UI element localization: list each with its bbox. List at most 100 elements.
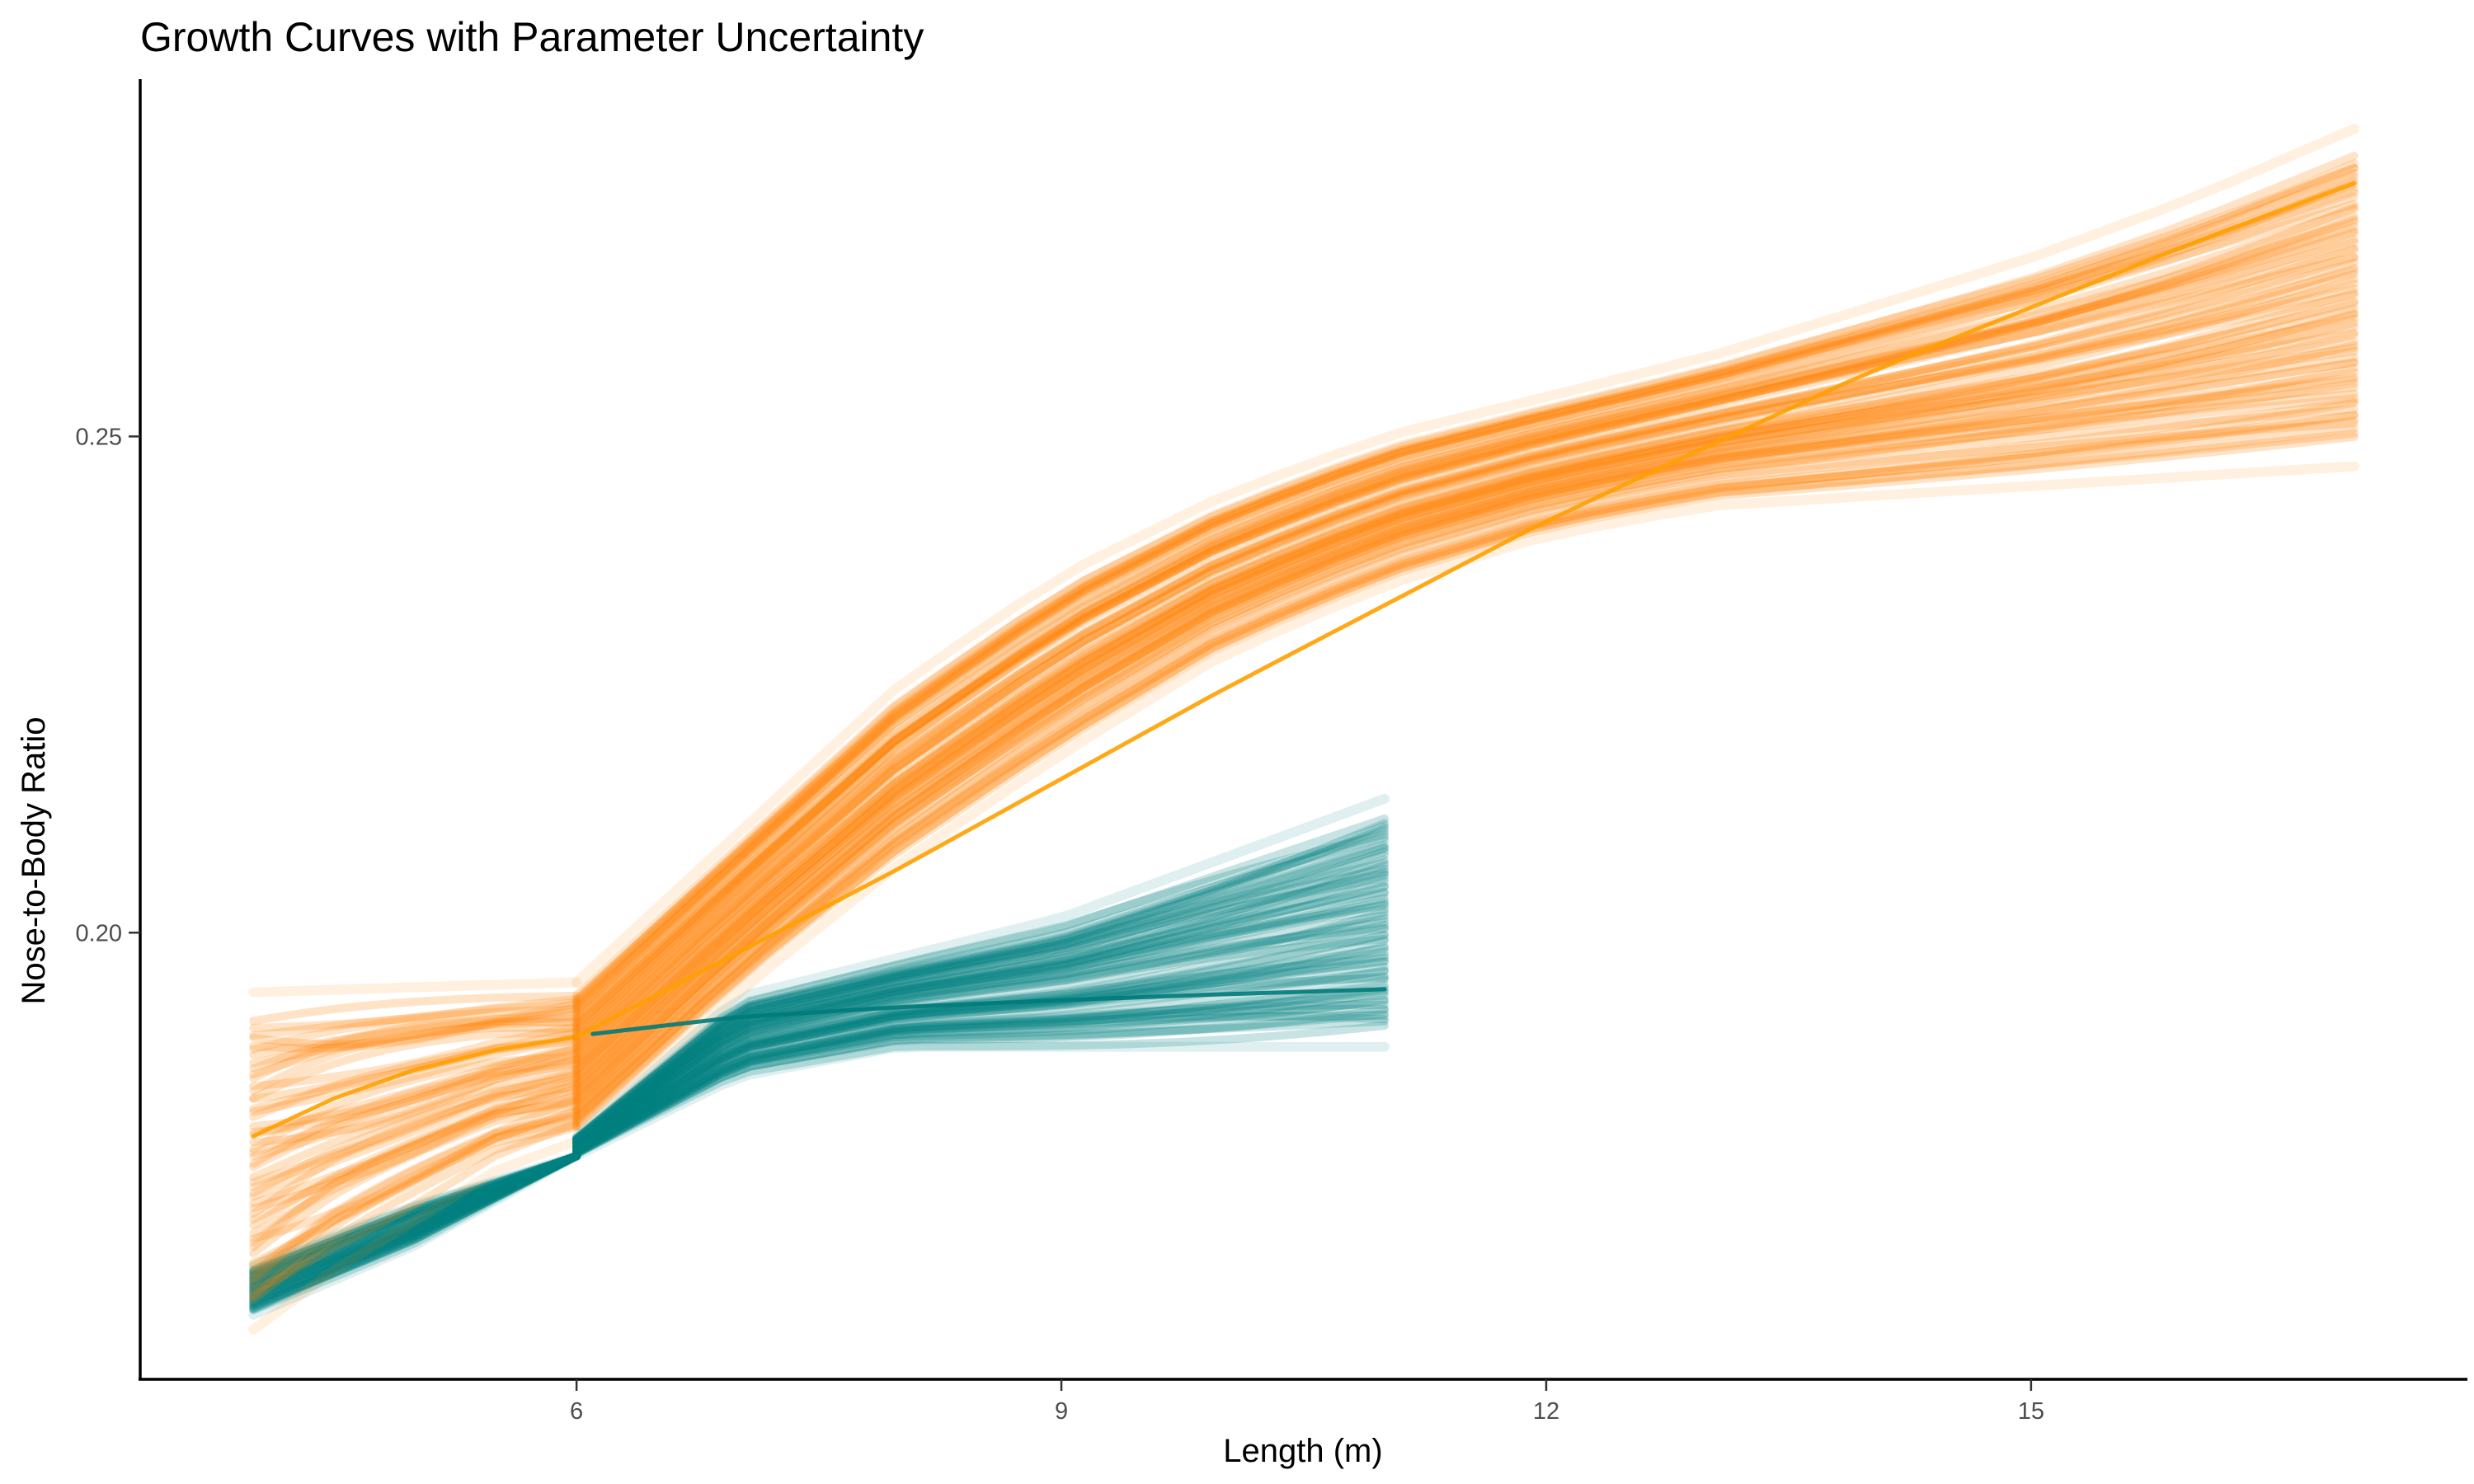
orange-late-curve-draw (572, 353, 2359, 1094)
y-axis-ticks: 0.20 0.25 (76, 424, 140, 946)
orange-late-curve-draw (572, 336, 2359, 1087)
teal-late-curve-draw (572, 991, 1389, 1157)
teal-early-curve-draw (249, 1152, 581, 1313)
teal-early-curve-draw (249, 1152, 581, 1282)
teal-early-curve-draw (249, 1152, 581, 1290)
x-tick-label: 12 (1533, 1398, 1559, 1425)
teal-late-curve-draw (572, 904, 1389, 1149)
teal-late-curve-draw (572, 877, 1389, 1148)
teal-late-curve-draw (572, 913, 1389, 1150)
teal-late-curve-draw (572, 997, 1389, 1157)
orange-late-curve-draw (572, 299, 2359, 1069)
orange-early-curve-draw (249, 1060, 581, 1172)
orange-late-curve-draw (572, 373, 2359, 1104)
orange-late-curve-draw (572, 204, 2359, 1025)
teal-late-curve-draw (572, 1021, 1389, 1159)
teal-late-curve-draw (572, 956, 1389, 1153)
orange-late-curve-draw (572, 358, 2359, 1097)
teal-early-curve-draw (249, 1152, 581, 1289)
teal-early-curve-draw (249, 1152, 581, 1298)
orange-late-curve-draw (572, 279, 2359, 1059)
orange-late-curve-draw (572, 222, 2359, 1033)
orange-late-curve-draw (572, 297, 2359, 1068)
teal-late-curve-draw (572, 881, 1389, 1148)
teal-late-curve-draw (572, 833, 1389, 1144)
teal-early-curve-draw (249, 1152, 581, 1309)
chart-title: Growth Curves with Parameter Uncertainty (140, 14, 924, 60)
orange-early-band-lower (248, 1136, 582, 1335)
orange-late-curve-draw (572, 275, 2359, 1058)
orange-late-curve-draw (572, 308, 2359, 1073)
orange-early-curve-draw (249, 1051, 581, 1153)
orange-late-band-lower (571, 461, 2359, 1147)
teal-late-curve-draw (572, 911, 1389, 1150)
orange-late-curve-draw (572, 169, 2359, 1007)
teal-early-curve-draw (249, 1152, 581, 1286)
orange-late-curve-draw (572, 411, 2359, 1122)
teal-late-curve-draw (572, 980, 1389, 1156)
orange-early-curve-draw (249, 1054, 581, 1157)
orange-early-curve-draw (249, 1022, 581, 1091)
teal-early-curves (248, 1151, 582, 1320)
orange-late-curve-draw (572, 368, 2359, 1101)
orange-late-curve-draw (572, 185, 2359, 1015)
orange-early-curve-draw (249, 1045, 581, 1139)
teal-late-curve-draw (572, 1000, 1389, 1158)
teal-late-curve-draw (572, 847, 1389, 1145)
teal-early-curve-draw (249, 1152, 581, 1285)
orange-late-curve-draw (572, 411, 2359, 1121)
x-axis-title: Length (m) (1223, 1433, 1382, 1469)
teal-early-curve-draw (249, 1152, 581, 1284)
teal-late-band-lower (571, 1041, 1390, 1162)
orange-early-curve-draw (249, 998, 581, 1040)
orange-late-band-upper (571, 124, 2359, 988)
orange-late-curve-draw (572, 290, 2359, 1065)
orange-late-curve-draw (572, 419, 2359, 1125)
teal-early-curve-draw (249, 1152, 581, 1280)
orange-early-curve-draw (249, 1069, 581, 1192)
teal-late-curve-draw (572, 1009, 1389, 1158)
teal-late-curve-draw (572, 935, 1389, 1152)
teal-late-curve-draw (572, 917, 1389, 1150)
teal-early-curve-draw (249, 1152, 581, 1314)
orange-late-curve-draw (572, 397, 2359, 1115)
teal-early-curve-draw (249, 1152, 581, 1307)
orange-late-curve-draw (572, 263, 2359, 1052)
teal-early-curve-draw (249, 1152, 581, 1294)
orange-late-curve-draw (572, 398, 2359, 1115)
teal-early-curve-draw (249, 1152, 581, 1295)
teal-early-band-lower (248, 1151, 582, 1320)
teal-early-curve-draw (249, 1152, 581, 1274)
orange-late-curve-draw (572, 245, 2359, 1044)
teal-late-curve-draw (572, 937, 1389, 1152)
orange-early-curve-draw (249, 991, 581, 1026)
teal-early-curve-draw (249, 1152, 581, 1312)
orange-late-curve-draw (572, 235, 2359, 1039)
teal-late-curve-draw (572, 957, 1389, 1153)
orange-early-curve-draw (249, 1059, 581, 1168)
orange-late-curve-draw (572, 347, 2359, 1092)
orange-early-curve-draw (249, 1049, 581, 1147)
orange-late-curve-draw (572, 322, 2359, 1080)
teal-early-curve-draw (249, 1152, 581, 1293)
teal-early-curve-draw (249, 1152, 581, 1292)
orange-late-curve-draw (572, 237, 2359, 1040)
teal-early-curve-draw (249, 1152, 581, 1303)
orange-early-curve-draw (249, 1074, 581, 1201)
orange-late-curve-draw (572, 218, 2359, 1031)
orange-late-curve-draw (572, 152, 2359, 999)
teal-early-curve-draw (249, 1152, 581, 1288)
teal-early-curve-draw (249, 1152, 581, 1275)
orange-early-curve-draw (249, 1106, 581, 1270)
teal-late-curve-draw (572, 851, 1389, 1145)
orange-late-curve-draw (572, 375, 2359, 1105)
orange-late-curve-draw (572, 252, 2359, 1047)
orange-early-curve-draw (249, 1041, 581, 1131)
y-tick-label: 0.20 (76, 920, 122, 946)
orange-late-curve-draw (572, 358, 2359, 1097)
teal-early-curve-draw (249, 1152, 581, 1310)
teal-late-curve-draw (572, 1012, 1389, 1158)
orange-early-curve-draw (249, 1121, 581, 1301)
orange-early-band-upper (248, 977, 582, 998)
